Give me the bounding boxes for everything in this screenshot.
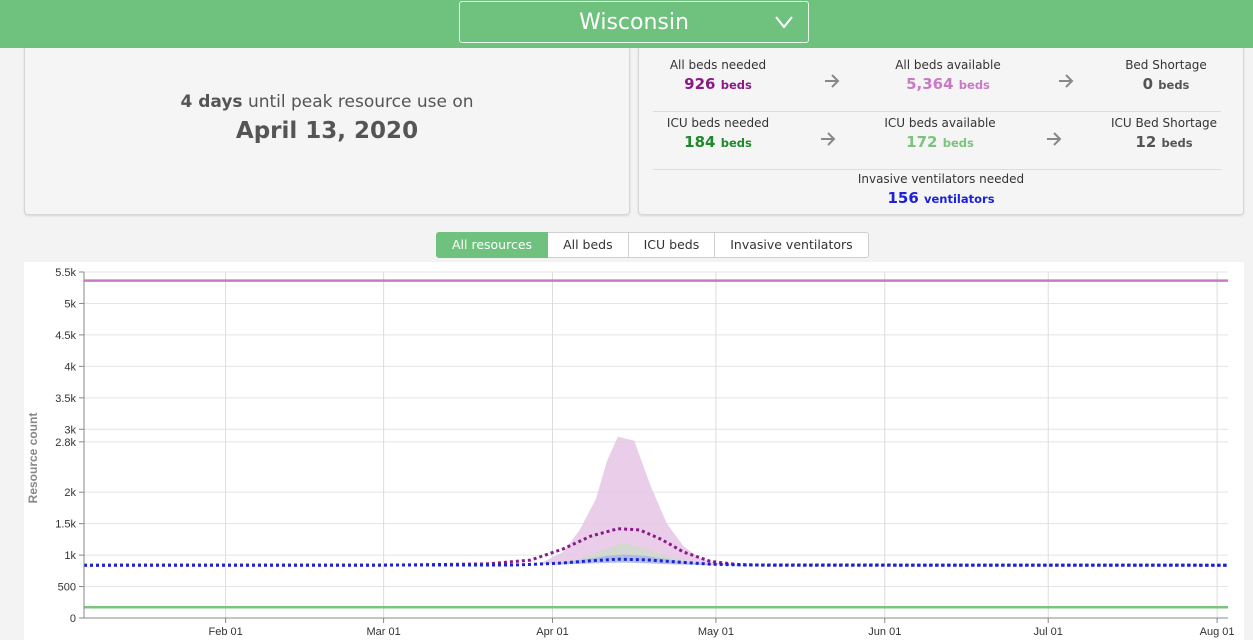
icu-needed-value: 184 bbox=[684, 133, 716, 151]
x-tick-label: Mar 01 bbox=[366, 626, 400, 638]
beds-available-unit: beds bbox=[958, 78, 990, 92]
icu-available-label: ICU beds available bbox=[884, 116, 996, 130]
y-tick-label: 5.5k bbox=[55, 267, 76, 279]
resources-card: All beds needed 926 beds All beds availa… bbox=[638, 48, 1244, 215]
icu-needed-unit: beds bbox=[720, 136, 752, 150]
ventilators-unit: ventilators bbox=[924, 192, 995, 206]
band-series-0 bbox=[541, 436, 749, 566]
arrow-right-icon bbox=[821, 132, 836, 146]
peak-date: April 13, 2020 bbox=[235, 118, 419, 144]
icu-available-value: 172 bbox=[906, 133, 938, 151]
x-tick-label: Feb 01 bbox=[209, 626, 243, 638]
beds-available-label: All beds available bbox=[895, 58, 1001, 72]
x-tick-label: Apr 01 bbox=[536, 626, 568, 638]
y-tick-label: 1.5k bbox=[55, 519, 76, 531]
y-tick-label: 500 bbox=[58, 582, 76, 594]
bed-shortage-value: 0 bbox=[1142, 75, 1154, 93]
tab-invasive-ventilators[interactable]: Invasive ventilators bbox=[715, 232, 869, 258]
chevron-down-icon bbox=[775, 16, 793, 29]
y-tick-label: 4k bbox=[64, 361, 76, 373]
x-tick-label: Jun 01 bbox=[868, 626, 901, 638]
ventilators-value: 156 bbox=[887, 189, 919, 207]
arrow-right-icon bbox=[1059, 74, 1074, 88]
line-series-3 bbox=[83, 557, 1229, 567]
icu-needed: ICU beds needed 184 beds bbox=[653, 116, 783, 151]
beds-available-value: 5,364 bbox=[906, 75, 954, 93]
icu-shortage: ICU Bed Shortage 12 beds bbox=[1099, 116, 1229, 151]
resource-chart: 0 500 1.5k 1k 2.8k 2k 3k 3.5k 4k 4.5k 5k 5.5k Feb 01… bbox=[24, 262, 1244, 640]
tab-icu-beds[interactable]: ICU beds bbox=[628, 232, 716, 258]
y-tick-label: 3k bbox=[64, 424, 76, 436]
peak-card: 4 days until peak resource use on April … bbox=[24, 48, 630, 215]
y-tick-label: 3.5k bbox=[55, 393, 76, 405]
bed-shortage-unit: beds bbox=[1158, 78, 1190, 92]
chart-axes: 0 500 1.5k 1k 2.8k 2k 3k 3.5k 4k 4.5k 5k 5.5k Feb 01… bbox=[55, 267, 1234, 638]
top-bar: Wisconsin bbox=[0, 0, 1253, 48]
peak-days: 4 days bbox=[180, 92, 243, 112]
x-tick-label: May 01 bbox=[698, 626, 734, 638]
icu-shortage-unit: beds bbox=[1161, 136, 1193, 150]
bed-shortage: Bed Shortage 0 beds bbox=[1101, 58, 1231, 93]
y-tick-label: 2k bbox=[64, 487, 76, 499]
y-tick-label: 2.8k bbox=[55, 437, 76, 449]
arrow-right-icon bbox=[825, 74, 840, 88]
state-name: Wisconsin bbox=[579, 9, 689, 35]
icu-needed-label: ICU beds needed bbox=[666, 116, 770, 130]
ventilators-label: Invasive ventilators needed bbox=[857, 172, 1025, 186]
tab-all-resources[interactable]: All resources bbox=[436, 232, 549, 258]
chart-svg: 0 500 1.5k 1k 2.8k 2k 3k 3.5k 4k 4.5k 5k 5.5k Feb 01… bbox=[26, 267, 1235, 638]
icu-row: ICU beds needed 184 beds ICU beds availa… bbox=[653, 112, 1221, 170]
icu-available: ICU beds available 172 beds bbox=[875, 116, 1005, 151]
beds-needed-unit: beds bbox=[720, 78, 752, 92]
x-tick-label: Jul 01 bbox=[1034, 626, 1063, 638]
peak-countdown: 4 days until peak resource use on bbox=[25, 92, 629, 112]
chart-grid bbox=[84, 271, 1228, 619]
y-tick-label: 5k bbox=[64, 298, 76, 310]
beds-available: All beds available 5,364 beds bbox=[883, 58, 1013, 93]
y-axis-label: Resource count bbox=[26, 413, 40, 504]
band-series-2 bbox=[552, 554, 716, 566]
state-select[interactable]: Wisconsin bbox=[459, 1, 809, 43]
icu-shortage-value: 12 bbox=[1135, 133, 1157, 151]
y-tick-label: 0 bbox=[70, 613, 76, 625]
arrow-right-icon bbox=[1047, 132, 1062, 146]
peak-days-suffix: until peak resource use on bbox=[247, 92, 474, 112]
icu-available-unit: beds bbox=[942, 136, 974, 150]
y-tick-label: 4.5k bbox=[55, 330, 76, 342]
y-tick-label: 1k bbox=[64, 550, 76, 562]
x-tick-label: Aug 01 bbox=[1200, 626, 1235, 638]
beds-needed-value: 926 bbox=[684, 75, 716, 93]
resource-tabs: All resources All beds ICU beds Invasive… bbox=[436, 232, 869, 258]
beds-row: All beds needed 926 beds All beds availa… bbox=[653, 54, 1221, 112]
chart-series bbox=[83, 279, 1229, 609]
icu-shortage-label: ICU Bed Shortage bbox=[1110, 116, 1218, 130]
beds-needed: All beds needed 926 beds bbox=[653, 58, 783, 93]
ventilators-needed: Invasive ventilators needed 156 ventilat… bbox=[639, 172, 1243, 207]
beds-needed-label: All beds needed bbox=[669, 58, 767, 72]
bed-shortage-label: Bed Shortage bbox=[1125, 58, 1207, 72]
tab-all-beds[interactable]: All beds bbox=[548, 232, 629, 258]
